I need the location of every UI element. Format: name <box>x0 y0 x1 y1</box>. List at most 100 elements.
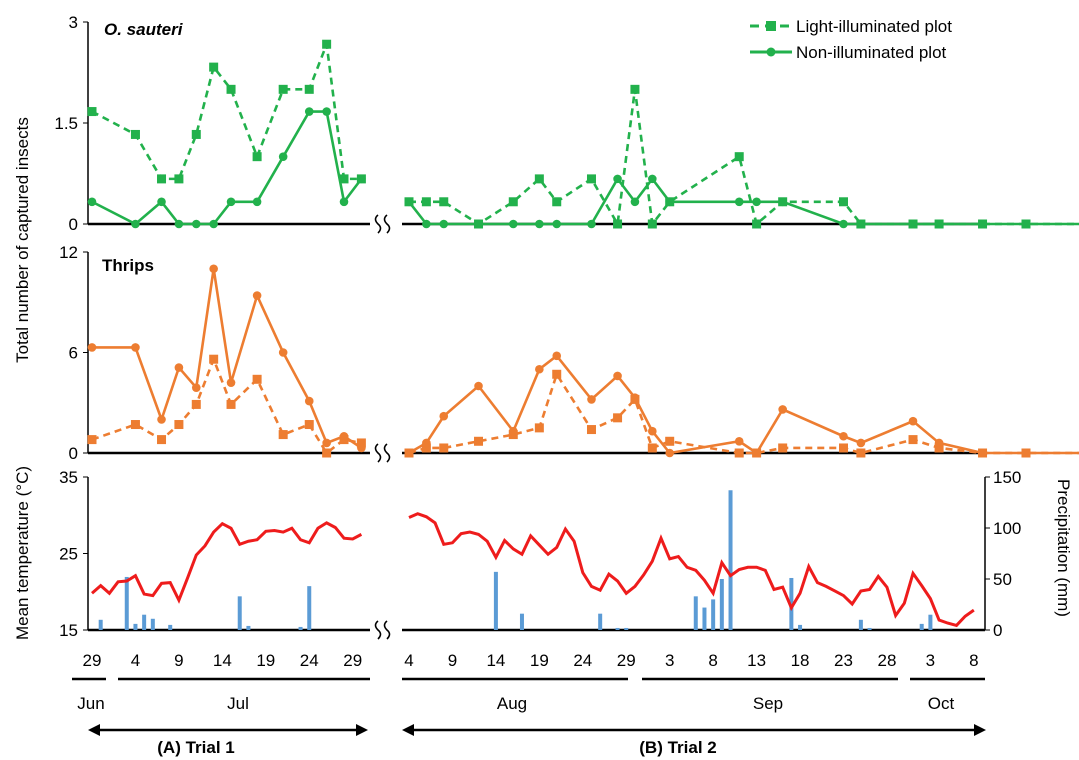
point-light <box>174 174 184 184</box>
trial2-arrow-head-left <box>402 724 414 736</box>
precipitation-bar <box>702 607 707 630</box>
temperature-line <box>91 521 363 604</box>
trial2-label: (B) Trial 2 <box>639 738 716 757</box>
point-non <box>734 436 744 446</box>
point-non <box>734 197 744 207</box>
x-tick-label: 14 <box>213 651 232 670</box>
temperature-line <box>408 512 975 628</box>
point-non <box>934 219 944 229</box>
point-light <box>209 62 219 72</box>
point-non <box>908 416 918 426</box>
point-non <box>778 197 787 207</box>
series-line-non <box>407 176 1079 226</box>
point-non <box>191 383 201 392</box>
point-light <box>839 197 848 207</box>
point-non <box>474 381 483 391</box>
precipitation-bar <box>624 627 629 630</box>
point-non <box>357 443 366 453</box>
x-tick-label: 29 <box>343 651 362 670</box>
precipitation-bar <box>124 576 129 630</box>
point-non <box>131 343 140 352</box>
point-light <box>174 420 184 430</box>
point-light <box>856 448 866 458</box>
x-tick-label: 28 <box>877 651 896 670</box>
point-non <box>304 396 314 406</box>
axis-break-mark <box>383 620 391 640</box>
point-light <box>356 438 366 448</box>
legend-marker-light <box>766 21 776 31</box>
point-non <box>630 197 640 207</box>
point-non <box>439 411 449 421</box>
axis-break-mark <box>374 620 382 640</box>
point-light <box>508 197 518 207</box>
point-light <box>157 174 167 184</box>
precipitation-bar <box>615 627 620 630</box>
point-non <box>552 351 562 361</box>
precipitation-bar <box>307 586 312 630</box>
point-non <box>87 197 97 207</box>
axis-break-mark <box>374 443 382 463</box>
point-light <box>630 84 640 94</box>
point-light <box>252 152 262 162</box>
point-non <box>587 395 596 404</box>
point-light <box>778 443 788 453</box>
y-tick-label: 0 <box>69 215 78 234</box>
precipitation-bar <box>493 571 498 630</box>
point-light <box>209 354 219 364</box>
point-non <box>157 415 166 424</box>
point-light <box>552 369 562 379</box>
precipitation-axis-label: Precipitation (mm) <box>1054 479 1073 617</box>
point-non <box>613 371 622 381</box>
legend-label-light: Light-illuminated plot <box>796 17 952 36</box>
point-light <box>87 107 97 117</box>
precipitation-bar <box>237 596 242 630</box>
month-label: Jun <box>77 694 104 713</box>
y-tick-label: 0 <box>69 444 78 463</box>
precipitation-bar <box>168 624 173 630</box>
y2-tick-label: 50 <box>993 570 1012 589</box>
point-light <box>421 443 431 453</box>
point-non <box>508 426 518 436</box>
point-light <box>191 129 201 139</box>
point-light <box>586 174 596 184</box>
point-non <box>131 219 140 229</box>
point-light <box>252 374 262 384</box>
precipitation-bar <box>246 625 251 630</box>
point-light <box>734 152 744 162</box>
y2-tick-label: 0 <box>993 621 1002 640</box>
point-light <box>157 435 167 445</box>
point-light <box>552 197 562 207</box>
precipitation-bar <box>728 490 733 630</box>
point-light <box>439 443 449 453</box>
precipitation-bar <box>928 614 933 630</box>
x-tick-label: 13 <box>747 651 766 670</box>
point-non <box>665 448 674 458</box>
point-light <box>87 435 97 445</box>
temperature-axis-label: Mean temperature (°C) <box>13 466 32 640</box>
axis-break-mark <box>383 214 391 234</box>
point-light <box>191 399 201 409</box>
point-non <box>778 405 787 414</box>
point-non <box>648 174 657 184</box>
point-non <box>752 448 761 458</box>
precipitation-bar <box>98 619 103 630</box>
y-tick-label: 6 <box>69 344 78 363</box>
point-non <box>934 438 944 448</box>
precipitation-bar <box>598 613 603 630</box>
point-light <box>613 413 623 423</box>
point-non <box>978 448 987 458</box>
point-light <box>304 420 314 430</box>
x-tick-label: 3 <box>665 651 674 670</box>
point-light <box>322 448 332 458</box>
x-tick-label: 19 <box>530 651 549 670</box>
point-light <box>908 435 918 445</box>
point-light <box>339 174 349 184</box>
point-non <box>839 219 848 229</box>
precipitation-bar <box>142 614 147 630</box>
point-non <box>856 438 866 448</box>
point-light <box>613 219 623 229</box>
month-label: Sep <box>753 694 783 713</box>
point-light <box>534 423 544 433</box>
y2-tick-label: 100 <box>993 519 1021 538</box>
